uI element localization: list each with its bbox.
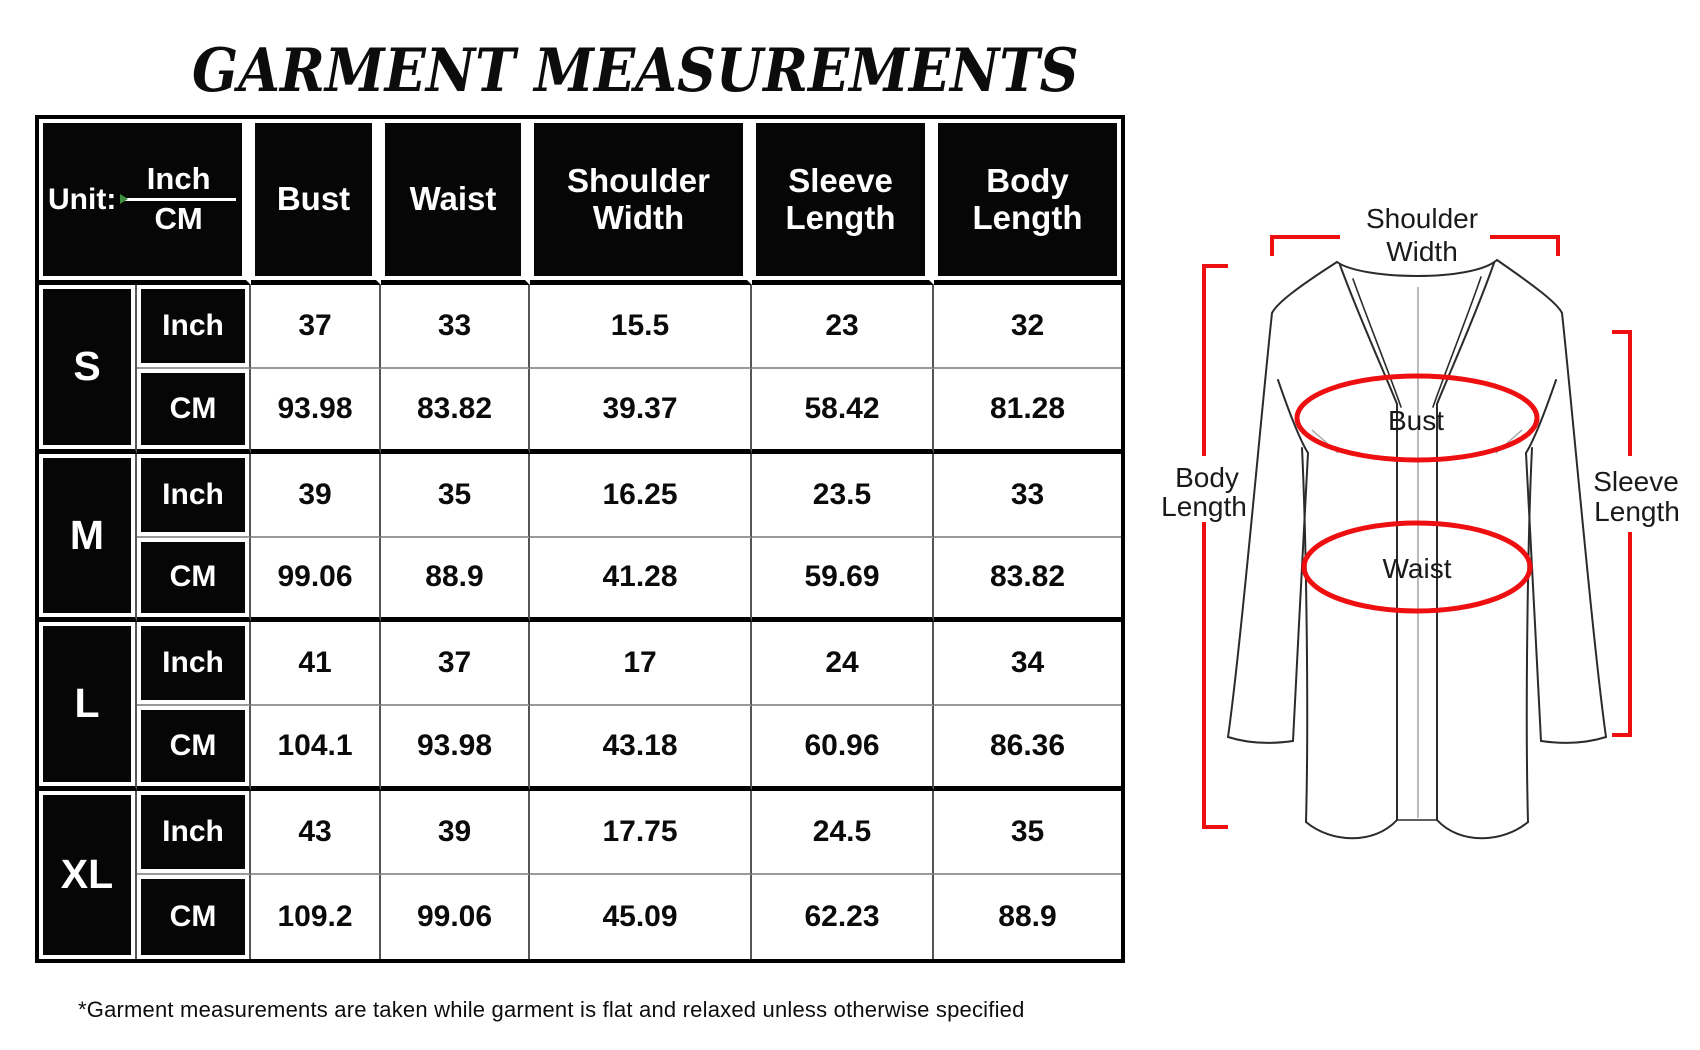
value-l-sleeve-inch: 24 xyxy=(752,622,934,707)
body-length-label-line2: Length xyxy=(1161,491,1247,522)
value-s-shoulder-inch: 15.5 xyxy=(530,285,752,370)
body-length-bracket xyxy=(1202,264,1228,829)
value-s-waist-inch: 33 xyxy=(381,285,530,370)
value-l-body-inch: 34 xyxy=(934,622,1121,707)
value-m-shoulder-inch: 16.25 xyxy=(530,453,752,538)
value-xl-body-inch: 35 xyxy=(934,790,1121,875)
waist-ellipse xyxy=(1301,520,1533,614)
unit-label: Unit: xyxy=(48,182,117,216)
footnote: *Garment measurements are taken while ga… xyxy=(78,997,1025,1022)
header-cell-bust: Bust xyxy=(251,119,381,285)
value-xl-bust-cm: 109.2 xyxy=(251,874,381,959)
value-m-waist-cm: 88.9 xyxy=(381,537,530,622)
value-m-bust-cm: 99.06 xyxy=(251,537,381,622)
shoulder-width-label-line1: Shoulder xyxy=(1366,203,1478,234)
value-xl-shoulder-cm: 45.09 xyxy=(530,874,752,959)
value-s-bust-inch: 37 xyxy=(251,285,381,370)
header-cell-waist: Waist xyxy=(381,119,530,285)
value-xl-sleeve-cm: 62.23 xyxy=(752,874,934,959)
page-title: GARMENT MEASUREMENTS xyxy=(192,36,1079,106)
fraction-divider-line xyxy=(120,194,236,204)
size-label-xl: XL xyxy=(39,790,137,959)
unit-inch-label: Inch xyxy=(146,161,211,197)
body-length-label-line1: Body xyxy=(1175,462,1239,493)
bust-label: Bust xyxy=(1388,405,1444,436)
value-xl-body-cm: 88.9 xyxy=(934,874,1121,959)
value-xl-bust-inch: 43 xyxy=(251,790,381,875)
value-s-shoulder-cm: 39.37 xyxy=(530,369,752,454)
unit-cm-label: CM xyxy=(154,201,203,236)
unit-cell-inch: Inch xyxy=(137,453,251,538)
green-artifact-icon xyxy=(120,194,129,204)
garment-diagram: Shoulder Width Bust Waist Body Length Sl… xyxy=(1161,203,1680,840)
value-l-bust-cm: 104.1 xyxy=(251,706,381,791)
value-s-bust-cm: 93.98 xyxy=(251,369,381,454)
value-s-sleeve-cm: 58.42 xyxy=(752,369,934,454)
cardigan-outline xyxy=(1227,259,1607,840)
waist-label: Waist xyxy=(1383,553,1452,584)
size-label-s: S xyxy=(39,285,137,454)
value-s-body-inch: 32 xyxy=(934,285,1121,370)
unit-cell-inch: Inch xyxy=(137,285,251,370)
value-m-body-cm: 83.82 xyxy=(934,537,1121,622)
unit-cell-cm: CM xyxy=(137,369,251,454)
value-s-waist-cm: 83.82 xyxy=(381,369,530,454)
value-l-waist-cm: 93.98 xyxy=(381,706,530,791)
value-m-bust-inch: 39 xyxy=(251,453,381,538)
sleeve-length-bracket xyxy=(1612,330,1632,737)
unit-fraction: Inch CM xyxy=(120,161,236,236)
value-l-body-cm: 86.36 xyxy=(934,706,1121,791)
value-m-body-inch: 33 xyxy=(934,453,1121,538)
value-m-sleeve-cm: 59.69 xyxy=(752,537,934,622)
size-label-m: M xyxy=(39,453,137,622)
value-l-shoulder-inch: 17 xyxy=(530,622,752,707)
header-cell-unit: Unit: Inch CM xyxy=(39,119,251,285)
unit-cell-inch: Inch xyxy=(137,622,251,707)
header-cell-shoulder-width: Shoulder Width xyxy=(530,119,752,285)
header-cell-body-length: Body Length xyxy=(934,119,1121,285)
value-s-body-cm: 81.28 xyxy=(934,369,1121,454)
unit-cell-cm: CM xyxy=(137,537,251,622)
value-xl-waist-inch: 39 xyxy=(381,790,530,875)
shoulder-width-label-line2: Width xyxy=(1386,236,1458,267)
shoulder-width-bracket-right xyxy=(1490,235,1560,256)
value-l-waist-inch: 37 xyxy=(381,622,530,707)
value-l-shoulder-cm: 43.18 xyxy=(530,706,752,791)
unit-cell-cm: CM xyxy=(137,706,251,791)
header-cell-sleeve-length: Sleeve Length xyxy=(752,119,934,285)
sleeve-length-label-line1: Sleeve xyxy=(1593,466,1679,497)
value-m-sleeve-inch: 23.5 xyxy=(752,453,934,538)
value-s-sleeve-inch: 23 xyxy=(752,285,934,370)
value-l-bust-inch: 41 xyxy=(251,622,381,707)
shoulder-width-bracket-left xyxy=(1270,235,1340,256)
value-xl-sleeve-inch: 24.5 xyxy=(752,790,934,875)
value-l-sleeve-cm: 60.96 xyxy=(752,706,934,791)
value-xl-waist-cm: 99.06 xyxy=(381,874,530,959)
sleeve-length-label-line2: Length xyxy=(1594,496,1680,527)
value-xl-shoulder-inch: 17.75 xyxy=(530,790,752,875)
value-m-shoulder-cm: 41.28 xyxy=(530,537,752,622)
unit-cell-inch: Inch xyxy=(137,790,251,875)
value-m-waist-inch: 35 xyxy=(381,453,530,538)
size-label-l: L xyxy=(39,622,137,791)
unit-cell-cm: CM xyxy=(137,874,251,959)
bust-ellipse xyxy=(1294,373,1540,463)
size-chart-table: Unit: Inch CM Bust Waist Shoulder Width … xyxy=(35,115,1125,963)
